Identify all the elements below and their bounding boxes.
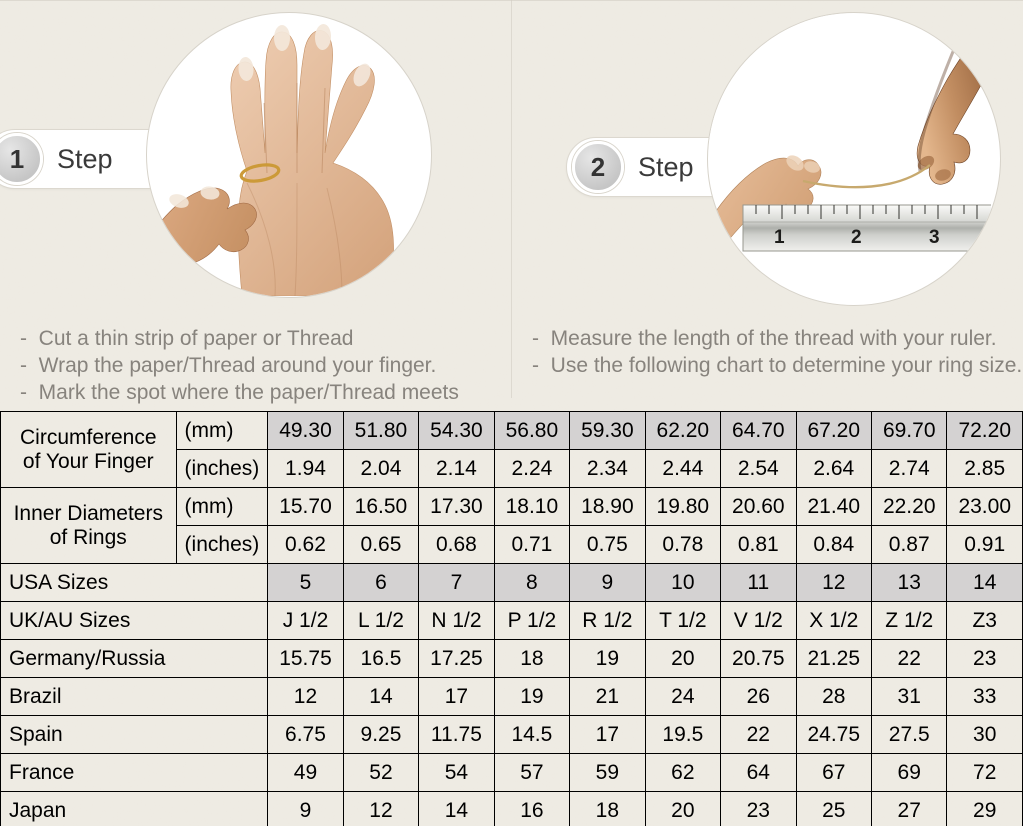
svg-text:2: 2 xyxy=(851,227,862,248)
svg-text:3: 3 xyxy=(929,227,940,248)
svg-text:1: 1 xyxy=(774,227,785,248)
